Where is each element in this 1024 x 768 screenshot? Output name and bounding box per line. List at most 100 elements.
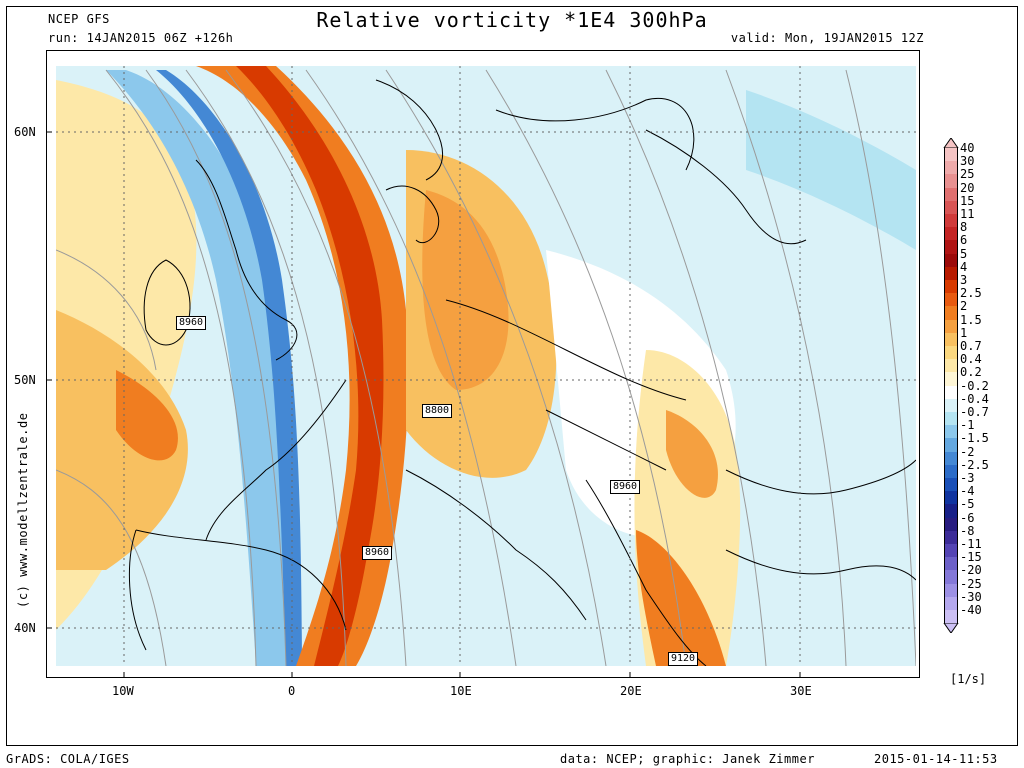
legend-label: -11 — [960, 537, 982, 551]
legend-swatch — [944, 464, 958, 479]
legend-label: 2.5 — [960, 286, 982, 301]
legend-swatch — [944, 530, 958, 545]
legend-label: -4 — [960, 484, 975, 499]
legend-swatch — [944, 148, 958, 162]
field-greece — [636, 530, 726, 666]
legend-swatch — [944, 372, 958, 387]
legend-label: 40 — [960, 141, 975, 155]
legend-label: 30 — [960, 154, 975, 169]
axis-ticks — [46, 131, 801, 678]
legend-swatch — [944, 596, 958, 611]
legend-swatch — [944, 332, 958, 347]
legend-label: -20 — [960, 563, 982, 578]
legend-label: 1 — [960, 325, 968, 340]
legend-swatch — [944, 253, 958, 268]
field-biscay-positive — [56, 310, 188, 570]
legend-label: 20 — [960, 180, 975, 195]
field-trough-core — [156, 70, 302, 666]
lat-label: 40N — [14, 621, 36, 635]
legend-swatch — [944, 187, 958, 202]
map-border — [46, 50, 920, 678]
legend-swatch — [944, 346, 958, 360]
lon-label: 10W — [112, 684, 134, 698]
legend-label: 15 — [960, 193, 975, 208]
lon-label: 0 — [288, 684, 296, 698]
legend-top-arrow — [943, 138, 959, 148]
run-info: run: 14JAN2015 06Z +126h — [48, 31, 234, 45]
legend-label: -0.2 — [960, 378, 989, 393]
legend-bottom-arrow — [943, 623, 959, 634]
legend-label: 11 — [960, 207, 975, 221]
legend-swatch — [944, 557, 958, 571]
height-contours — [56, 69, 916, 666]
legend-swatch — [944, 280, 958, 294]
map-title: Relative vorticity *1E4 300hPa — [316, 8, 708, 32]
legend-label: 6 — [960, 233, 968, 248]
legend-label: -2.5 — [960, 457, 989, 472]
legend-label: 4 — [960, 259, 968, 274]
legend-swatch — [944, 240, 958, 255]
legend-swatch — [944, 517, 958, 532]
contour-label: 8800 — [422, 404, 453, 418]
field-biscay-core — [116, 370, 178, 461]
legend-swatch — [944, 425, 958, 439]
lat-label: 60N — [14, 125, 36, 139]
legend-label: -25 — [960, 576, 982, 591]
credit-text: (c) www.modellzentrale.de — [16, 412, 30, 608]
legend-label: 2 — [960, 299, 968, 314]
legend-swatch — [944, 306, 958, 321]
legend-label: -1.5 — [960, 431, 989, 446]
footer-credit: data: NCEP; graphic: Janek Zimmer — [560, 752, 815, 766]
legend-swatch — [944, 161, 958, 175]
contour-label: 8960 — [362, 546, 393, 560]
legend-label: -40 — [960, 603, 982, 617]
footer-timestamp: 2015-01-14-11:53 — [874, 752, 998, 766]
legend-label: 0.2 — [960, 365, 982, 380]
legend-swatch — [944, 359, 958, 373]
legend-label: -15 — [960, 550, 982, 565]
legend-label: 1.5 — [960, 312, 982, 327]
legend-swatch — [944, 438, 958, 453]
field-northeast — [746, 90, 916, 250]
legend-label: -30 — [960, 589, 982, 604]
legend-swatch — [944, 398, 958, 413]
legend-label: -0.4 — [960, 391, 989, 406]
lon-label: 30E — [790, 684, 812, 698]
legend-label: 0.4 — [960, 352, 982, 367]
legend-label: 3 — [960, 273, 968, 287]
legend-label: 8 — [960, 220, 968, 235]
contour-label: 8960 — [610, 480, 641, 494]
legend-swatch — [944, 266, 958, 281]
field-carpathian — [666, 410, 718, 498]
legend-swatch — [944, 214, 958, 228]
legend-label: -1 — [960, 418, 975, 433]
lat-label: 50N — [14, 373, 36, 387]
legend-label: -2 — [960, 444, 975, 459]
vorticity-map — [46, 50, 920, 678]
graticule — [56, 66, 916, 666]
legend-swatch — [944, 227, 958, 241]
legend-swatch — [944, 293, 958, 307]
field-jet-red — [236, 66, 384, 666]
lon-label: 10E — [450, 684, 472, 698]
legend-swatch — [944, 478, 958, 492]
legend-swatch — [944, 174, 958, 189]
legend-label: -8 — [960, 523, 975, 538]
legend-swatch — [944, 504, 958, 519]
legend-swatch — [944, 570, 958, 585]
legend-label: 25 — [960, 167, 975, 182]
contour-label: 8960 — [176, 316, 207, 330]
legend-swatch — [944, 385, 958, 400]
legend-label: 5 — [960, 246, 968, 261]
legend-unit: [1/s] — [950, 672, 987, 686]
contour-label: 9120 — [668, 652, 699, 666]
legend-label: -5 — [960, 497, 975, 512]
legend-swatch — [944, 583, 958, 598]
legend-swatch — [944, 412, 958, 426]
valid-time: valid: Mon, 19JAN2015 12Z — [730, 31, 924, 45]
model-name: NCEP GFS — [48, 12, 110, 26]
legend-swatch — [944, 319, 958, 334]
legend-swatch — [944, 451, 958, 466]
legend-swatch — [944, 491, 958, 505]
lon-label: 20E — [620, 684, 642, 698]
